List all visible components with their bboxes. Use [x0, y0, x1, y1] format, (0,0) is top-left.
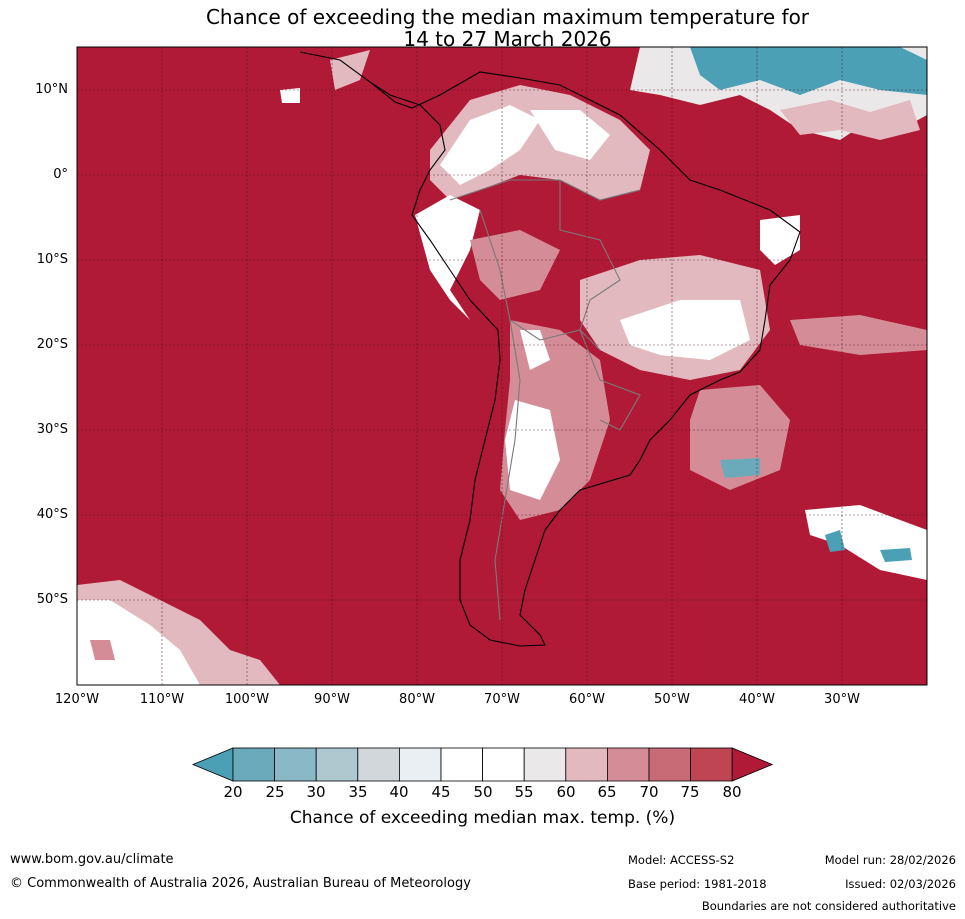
lon-label: 120°W: [54, 692, 100, 707]
colorbar-cell: [565, 747, 608, 782]
footer-model-run: Model run: 28/02/2026: [824, 853, 956, 867]
colorbar-cell: [274, 747, 317, 782]
graticule: [77, 47, 927, 685]
map-frame: [76, 46, 928, 686]
colorbar-tick: 75: [680, 783, 700, 801]
lon-label: 90°W: [314, 692, 350, 707]
lat-label: 10°N: [35, 82, 68, 97]
footer-base-period: Base period: 1981-2018: [628, 877, 767, 891]
colorbar-tick: 30: [306, 783, 326, 801]
colorbar-cell: [398, 747, 442, 782]
probability-field: [77, 47, 927, 685]
colorbar-cell: [648, 747, 691, 782]
lat-label: 40°S: [36, 507, 68, 522]
lon-label: 60°W: [569, 692, 605, 707]
country-boundaries: [449, 179, 641, 621]
colorbar-tick: 45: [431, 783, 451, 801]
colorbar-cell: [232, 747, 275, 782]
lat-label: 0°: [53, 167, 68, 182]
lon-label: 40°W: [739, 692, 775, 707]
lat-label: 30°S: [36, 422, 68, 437]
colorbar-arrow-high: [731, 747, 774, 782]
colorbar-label: Chance of exceeding median max. temp. (%…: [289, 808, 676, 828]
colorbar-tick: 35: [348, 783, 368, 801]
lon-label: 80°W: [399, 692, 435, 707]
colorbar-cell: [315, 747, 359, 782]
colorbar-arrow-low: [191, 747, 234, 782]
map-title-line2: 14 to 27 March 2026: [403, 27, 612, 51]
lon-label: 30°W: [824, 692, 860, 707]
colorbar-cell: [607, 747, 650, 782]
lon-label: 70°W: [484, 692, 520, 707]
colorbar-tick: 50: [473, 783, 493, 801]
colorbar-tick: 60: [556, 783, 576, 801]
colorbar-tick: 55: [514, 783, 534, 801]
colorbar-tick: 40: [389, 783, 409, 801]
lat-label: 10°S: [36, 252, 68, 267]
lon-label: 50°W: [654, 692, 690, 707]
colorbar-cell: [690, 747, 733, 782]
colorbar-tick: 25: [265, 783, 285, 801]
colorbar-cell: [482, 747, 525, 782]
colorbar-cell: [523, 747, 567, 782]
colorbar-tick: 70: [639, 783, 659, 801]
cool-anomaly-ne: [690, 47, 927, 95]
colorbar-cell: [357, 747, 400, 782]
coastline: [299, 51, 801, 647]
colorbar-tick: 80: [722, 783, 742, 801]
colorbar-tick: 20: [223, 783, 243, 801]
lat-label: 50°S: [36, 592, 68, 607]
footer-issued: Issued: 02/03/2026: [845, 877, 956, 891]
footer-copyright: © Commonwealth of Australia 2026, Austra…: [10, 876, 471, 891]
footer-model: Model: ACCESS-S2: [628, 853, 735, 867]
map-title-line1: Chance of exceeding the median maximum t…: [205, 5, 810, 29]
lat-label: 20°S: [36, 337, 68, 352]
footer-url[interactable]: www.bom.gov.au/climate: [10, 852, 174, 867]
footer-disclaimer: Boundaries are not considered authoritat…: [701, 899, 956, 913]
colorbar-cell: [440, 747, 483, 782]
lon-label: 100°W: [224, 692, 270, 707]
lon-label: 110°W: [139, 692, 185, 707]
map-panel: [76, 46, 928, 686]
colorbar-tick: 65: [597, 783, 617, 801]
